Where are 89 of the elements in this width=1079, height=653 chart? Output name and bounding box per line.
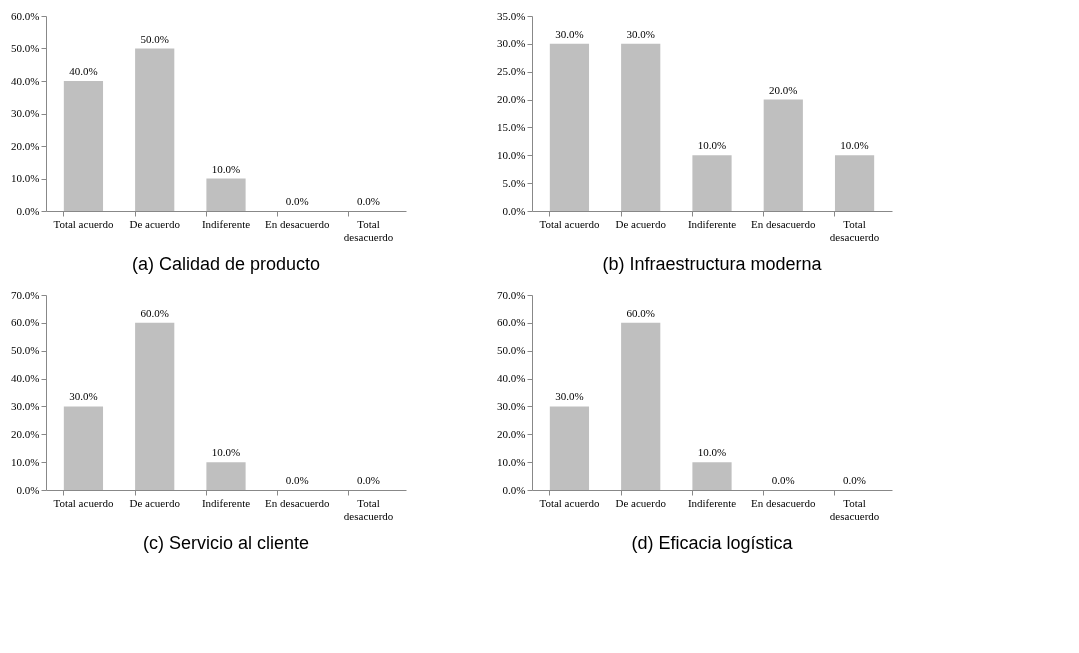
data-label: 0.0% bbox=[771, 474, 795, 486]
data-label: 0.0% bbox=[285, 474, 309, 486]
x-tick-label: En desacuerdo bbox=[751, 217, 816, 230]
data-label: 50.0% bbox=[140, 32, 169, 45]
data-label: 60.0% bbox=[626, 306, 655, 319]
x-tick-label: Total desacuerdo bbox=[343, 496, 394, 522]
data-label: 0.0% bbox=[357, 474, 381, 486]
data-label: 10.0% bbox=[840, 139, 869, 152]
y-tick-label: 20.0% bbox=[497, 427, 526, 440]
y-tick-label: 50.0% bbox=[11, 344, 40, 357]
x-tick-label: Total desacuerdo bbox=[343, 217, 394, 243]
y-tick-label: 30.0% bbox=[497, 399, 526, 412]
y-tick-label: 50.0% bbox=[11, 42, 40, 54]
y-tick-label: 40.0% bbox=[11, 372, 40, 385]
y-tick-label: 10.0% bbox=[497, 455, 526, 468]
y-tick-label: 40.0% bbox=[497, 372, 526, 385]
text: (c) Servicio al cliente bbox=[142, 533, 310, 553]
x-tick-label: En desacuerdo bbox=[265, 496, 330, 509]
bar bbox=[63, 406, 104, 490]
bar bbox=[834, 155, 875, 211]
y-tick-label: 60.0% bbox=[497, 316, 526, 329]
bar bbox=[621, 322, 661, 490]
data-label: 0.0% bbox=[357, 195, 381, 207]
y-tick-label: 70.0% bbox=[497, 288, 526, 301]
x-tick-label: Total acuerdo bbox=[53, 217, 114, 230]
y-tick-label: 0.0% bbox=[16, 204, 40, 217]
y-tick-label: 60.0% bbox=[11, 9, 40, 22]
x-tick-label: Total acuerdo bbox=[539, 496, 600, 509]
y-tick-label: 70.0% bbox=[11, 288, 40, 301]
y-tick-label: 60.0% bbox=[11, 316, 40, 329]
x-tick-label: En desacuerdo bbox=[751, 496, 816, 509]
data-label: 30.0% bbox=[555, 390, 584, 403]
y-tick-label: 0.0% bbox=[502, 483, 526, 496]
bar bbox=[549, 406, 590, 490]
y-tick-label: 10.0% bbox=[11, 455, 40, 468]
text: (a) Calidad de producto bbox=[131, 254, 321, 274]
data-label: 30.0% bbox=[69, 390, 98, 403]
bar bbox=[135, 322, 175, 490]
data-label: 30.0% bbox=[555, 27, 584, 40]
data-label: 60.0% bbox=[140, 306, 169, 319]
y-tick-label: 30.0% bbox=[11, 399, 40, 412]
y-tick-label: 0.0% bbox=[16, 483, 40, 496]
text: (b) Infraestructura moderna bbox=[602, 254, 823, 274]
y-tick-label: 25.0% bbox=[497, 65, 526, 78]
bar bbox=[763, 99, 803, 211]
data-label: 10.0% bbox=[211, 446, 241, 459]
y-tick-label: 35.0% bbox=[497, 9, 526, 22]
bar bbox=[549, 43, 590, 211]
x-tick-label: De acuerdo bbox=[129, 217, 181, 230]
data-label: 10.0% bbox=[697, 139, 727, 152]
y-tick-label: 20.0% bbox=[11, 427, 40, 440]
y-tick-label: 10.0% bbox=[11, 172, 40, 184]
bar bbox=[206, 178, 246, 211]
y-tick-label: 20.0% bbox=[11, 139, 40, 152]
y-tick-label: 15.0% bbox=[497, 120, 526, 133]
text: (d) Eficacia logística bbox=[631, 533, 794, 553]
y-tick-label: 10.0% bbox=[497, 148, 526, 161]
y-tick-label: 0.0% bbox=[502, 204, 526, 217]
x-tick-label: Total desacuerdo bbox=[829, 496, 880, 522]
data-label: 10.0% bbox=[211, 162, 241, 175]
data-label: 0.0% bbox=[843, 474, 867, 486]
y-tick-label: 30.0% bbox=[497, 37, 526, 50]
bar bbox=[692, 462, 732, 490]
x-tick-label: De acuerdo bbox=[615, 496, 667, 509]
y-tick-label: 50.0% bbox=[497, 344, 526, 357]
x-tick-label: De acuerdo bbox=[129, 496, 181, 509]
x-tick-label: Total desacuerdo bbox=[829, 217, 880, 243]
data-label: 40.0% bbox=[69, 65, 98, 77]
x-tick-label: Indiferente bbox=[687, 496, 737, 509]
x-tick-label: Total acuerdo bbox=[539, 217, 600, 230]
bar bbox=[135, 48, 175, 211]
data-label: 20.0% bbox=[769, 83, 798, 96]
bar bbox=[206, 462, 246, 490]
x-tick-label: Indiferente bbox=[687, 217, 737, 230]
x-tick-label: De acuerdo bbox=[615, 217, 667, 230]
x-tick-label: Total acuerdo bbox=[53, 496, 114, 509]
x-tick-label: Indiferente bbox=[201, 496, 251, 509]
x-tick-label: Indiferente bbox=[201, 217, 251, 230]
data-label: 30.0% bbox=[626, 27, 655, 40]
bar bbox=[63, 81, 104, 211]
y-tick-label: 40.0% bbox=[11, 74, 40, 87]
x-tick-label: En desacuerdo bbox=[265, 217, 330, 230]
y-tick-label: 20.0% bbox=[497, 93, 526, 106]
data-label: 10.0% bbox=[697, 446, 727, 459]
bar bbox=[692, 155, 732, 211]
bar bbox=[621, 43, 661, 211]
y-tick-label: 30.0% bbox=[11, 107, 40, 119]
y-tick-label: 5.0% bbox=[502, 176, 526, 189]
data-label: 0.0% bbox=[285, 195, 309, 207]
